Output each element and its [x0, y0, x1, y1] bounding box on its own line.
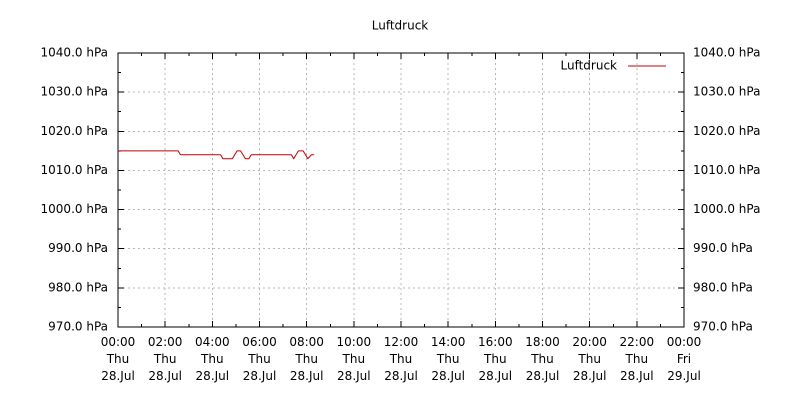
x-tick-label-line: 12:00 [384, 335, 419, 349]
right-y-tick-label: 1020.0 hPa [693, 124, 760, 138]
x-tick-label-line: 28.Jul [384, 369, 418, 383]
x-tick-label-line: Thu [200, 352, 224, 366]
x-tick-label-line: Thu [436, 352, 460, 366]
x-tick-label: 00:00 Fri 29.Jul [667, 335, 702, 383]
x-tick-label: 12:00 Thu 28.Jul [384, 335, 419, 383]
x-tick-label-line: Thu [625, 352, 649, 366]
x-tick-label-line: 18:00 [525, 335, 560, 349]
left-y-tick-label: 1010.0 hPa [41, 163, 108, 177]
x-tick-label-line: 04:00 [195, 335, 230, 349]
x-tick-label-line: 00:00 [101, 335, 136, 349]
x-tick-label-line: Thu [247, 352, 271, 366]
x-tick-label-line: 10:00 [337, 335, 372, 349]
x-tick-label-line: Thu [153, 352, 177, 366]
x-tick-label-line: 02:00 [148, 335, 183, 349]
x-tick-label-line: Thu [483, 352, 507, 366]
x-tick-label-line: 28.Jul [290, 369, 324, 383]
series-line-luftdruck [117, 150, 315, 160]
x-tick-label-line: 14:00 [431, 335, 466, 349]
left-y-tick-label: 990.0 hPa [48, 241, 108, 255]
right-y-tick-label: 1010.0 hPa [693, 163, 760, 177]
legend: Luftdruck [560, 59, 666, 73]
x-tick-label-line: 28.Jul [243, 369, 277, 383]
grid [118, 53, 684, 327]
x-tick-label: 02:00 Thu 28.Jul [148, 335, 183, 383]
x-tick-label: 20:00 Thu 28.Jul [572, 335, 607, 383]
x-tick-label-line: 28.Jul [148, 369, 182, 383]
x-tick-label: 14:00 Thu 28.Jul [431, 335, 466, 383]
left-y-tick-label: 980.0 hPa [48, 280, 108, 294]
x-tick-label: 18:00 Thu 28.Jul [525, 335, 560, 383]
x-tick-label-line: 28.Jul [479, 369, 513, 383]
x-tick-label: 10:00 Thu 28.Jul [337, 335, 372, 383]
chart-title: Luftdruck [372, 19, 429, 33]
right-y-tick-label: 1030.0 hPa [693, 85, 760, 99]
x-tick-label-line: Thu [342, 352, 366, 366]
x-tick-label-line: 06:00 [242, 335, 277, 349]
right-y-tick-label: 1040.0 hPa [693, 46, 760, 60]
x-tick-label-line: Thu [577, 352, 601, 366]
left-y-tick-label: 1040.0 hPa [41, 46, 108, 60]
x-tick-label-line: 28.Jul [526, 369, 560, 383]
legend-label: Luftdruck [560, 59, 617, 73]
x-tick-label: 08:00 Thu 28.Jul [289, 335, 324, 383]
right-y-tick-label: 1000.0 hPa [693, 202, 760, 216]
x-axis-labels: 00:00 Thu 28.Jul 02:00 Thu 28.Jul 04:00 Thu 28.J… [101, 335, 702, 383]
x-tick-label-line: 28.Jul [101, 369, 135, 383]
left-y-tick-label: 1000.0 hPa [41, 202, 108, 216]
x-tick-label: 22:00 Thu 28.Jul [620, 335, 655, 383]
x-tick-label: 00:00 Thu 28.Jul [101, 335, 136, 383]
x-tick-label-line: Thu [389, 352, 413, 366]
axis-ticks [117, 52, 685, 328]
x-tick-label-line: Thu [106, 352, 130, 366]
x-tick-label-line: 28.Jul [337, 369, 371, 383]
x-tick-label-line: 28.Jul [620, 369, 654, 383]
right-y-tick-label: 970.0 hPa [693, 320, 753, 334]
right-y-tick-label: 980.0 hPa [693, 280, 753, 294]
left-y-tick-label: 970.0 hPa [48, 320, 108, 334]
x-tick-label: 16:00 Thu 28.Jul [478, 335, 513, 383]
x-tick-label-line: 22:00 [620, 335, 655, 349]
x-tick-label: 04:00 Thu 28.Jul [195, 335, 230, 383]
x-tick-label-line: 08:00 [289, 335, 324, 349]
x-tick-label-line: 28.Jul [196, 369, 230, 383]
x-tick-label-line: 28.Jul [573, 369, 607, 383]
x-tick-label-line: 20:00 [572, 335, 607, 349]
y-axis-labels: 970.0 hPa 970.0 hPa 980.0 hPa 980.0 hPa 990.… [41, 46, 761, 334]
left-y-tick-label: 1020.0 hPa [41, 124, 108, 138]
left-y-tick-label: 1030.0 hPa [41, 85, 108, 99]
x-tick-label-line: Fri [677, 352, 691, 366]
x-tick-label-line: Thu [530, 352, 554, 366]
x-tick-label: 06:00 Thu 28.Jul [242, 335, 277, 383]
x-tick-label-line: 28.Jul [431, 369, 465, 383]
x-tick-label-line: 16:00 [478, 335, 513, 349]
right-y-tick-label: 990.0 hPa [693, 241, 753, 255]
x-tick-label-line: Thu [294, 352, 318, 366]
x-tick-label-line: 00:00 [667, 335, 702, 349]
x-tick-label-line: 29.Jul [667, 369, 701, 383]
